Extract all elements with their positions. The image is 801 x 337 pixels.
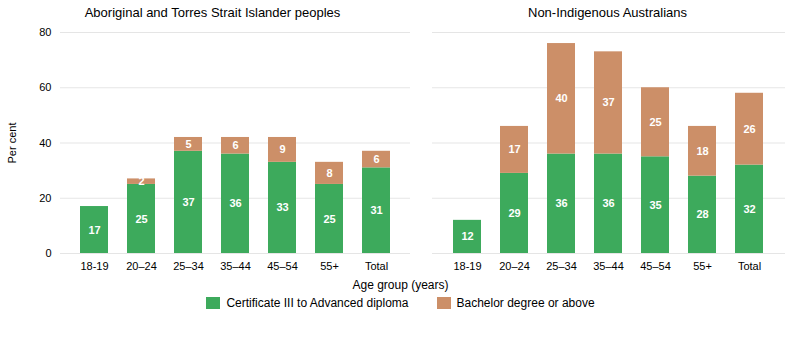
svg-text:29: 29 <box>508 207 520 219</box>
svg-text:20–24: 20–24 <box>126 260 157 272</box>
html-text:Certificate III to Advanced di: Certificate III to Advanced diploma <box>226 296 409 310</box>
svg-text:60: 60 <box>39 81 51 93</box>
svg-text:36: 36 <box>602 197 614 209</box>
svg-text:Total: Total <box>738 260 761 272</box>
svg-text:25–34: 25–34 <box>546 260 577 272</box>
svg-text:33: 33 <box>276 201 288 213</box>
svg-text:2: 2 <box>138 175 144 187</box>
svg-text:40: 40 <box>39 137 51 149</box>
svg-text:18-19: 18-19 <box>80 260 108 272</box>
svg-text:45–54: 45–54 <box>267 260 298 272</box>
svg-text:20: 20 <box>39 192 51 204</box>
svg-text:26: 26 <box>743 123 755 135</box>
svg-text:45–54: 45–54 <box>640 260 671 272</box>
svg-text:32: 32 <box>743 203 755 215</box>
svg-text:20–24: 20–24 <box>499 260 530 272</box>
svg-text:9: 9 <box>279 143 285 155</box>
html-text:Bachelor degree or above: Bachelor degree or above <box>456 296 595 310</box>
svg-text:80: 80 <box>39 26 51 38</box>
html-text:Non-Indigenous Australians: Non-Indigenous Australians <box>528 5 687 20</box>
svg-text:37: 37 <box>602 96 614 108</box>
svg-text:36: 36 <box>229 197 241 209</box>
svg-text:35–44: 35–44 <box>593 260 624 272</box>
svg-text:25–34: 25–34 <box>173 260 204 272</box>
svg-text:25: 25 <box>649 116 661 128</box>
svg-text:Total: Total <box>365 260 388 272</box>
svg-text:17: 17 <box>88 224 100 236</box>
svg-text:36: 36 <box>555 197 567 209</box>
svg-text:35–44: 35–44 <box>220 260 251 272</box>
svg-text:40: 40 <box>555 92 567 104</box>
svg-text:Per cent: Per cent <box>6 123 18 164</box>
svg-text:31: 31 <box>370 204 382 216</box>
svg-text:8: 8 <box>326 167 332 179</box>
svg-text:37: 37 <box>182 196 194 208</box>
svg-text:35: 35 <box>649 199 661 211</box>
svg-text:17: 17 <box>508 143 520 155</box>
svg-text:25: 25 <box>135 212 147 224</box>
svg-text:6: 6 <box>373 153 379 165</box>
svg-text:55+: 55+ <box>320 260 339 272</box>
svg-text:5: 5 <box>185 138 191 150</box>
svg-text:12: 12 <box>461 230 473 242</box>
svg-text:18: 18 <box>696 145 708 157</box>
svg-text:25: 25 <box>323 212 335 224</box>
svg-text:28: 28 <box>696 208 708 220</box>
svg-text:0: 0 <box>45 247 51 259</box>
html-text:Aboriginal and Torres Strait I: Aboriginal and Torres Strait Islander pe… <box>84 5 341 20</box>
svg-text:18-19: 18-19 <box>453 260 481 272</box>
svg-text:6: 6 <box>232 139 238 151</box>
html-text:Age group (years): Age group (years) <box>352 278 449 292</box>
svg-text:55+: 55+ <box>693 260 712 272</box>
